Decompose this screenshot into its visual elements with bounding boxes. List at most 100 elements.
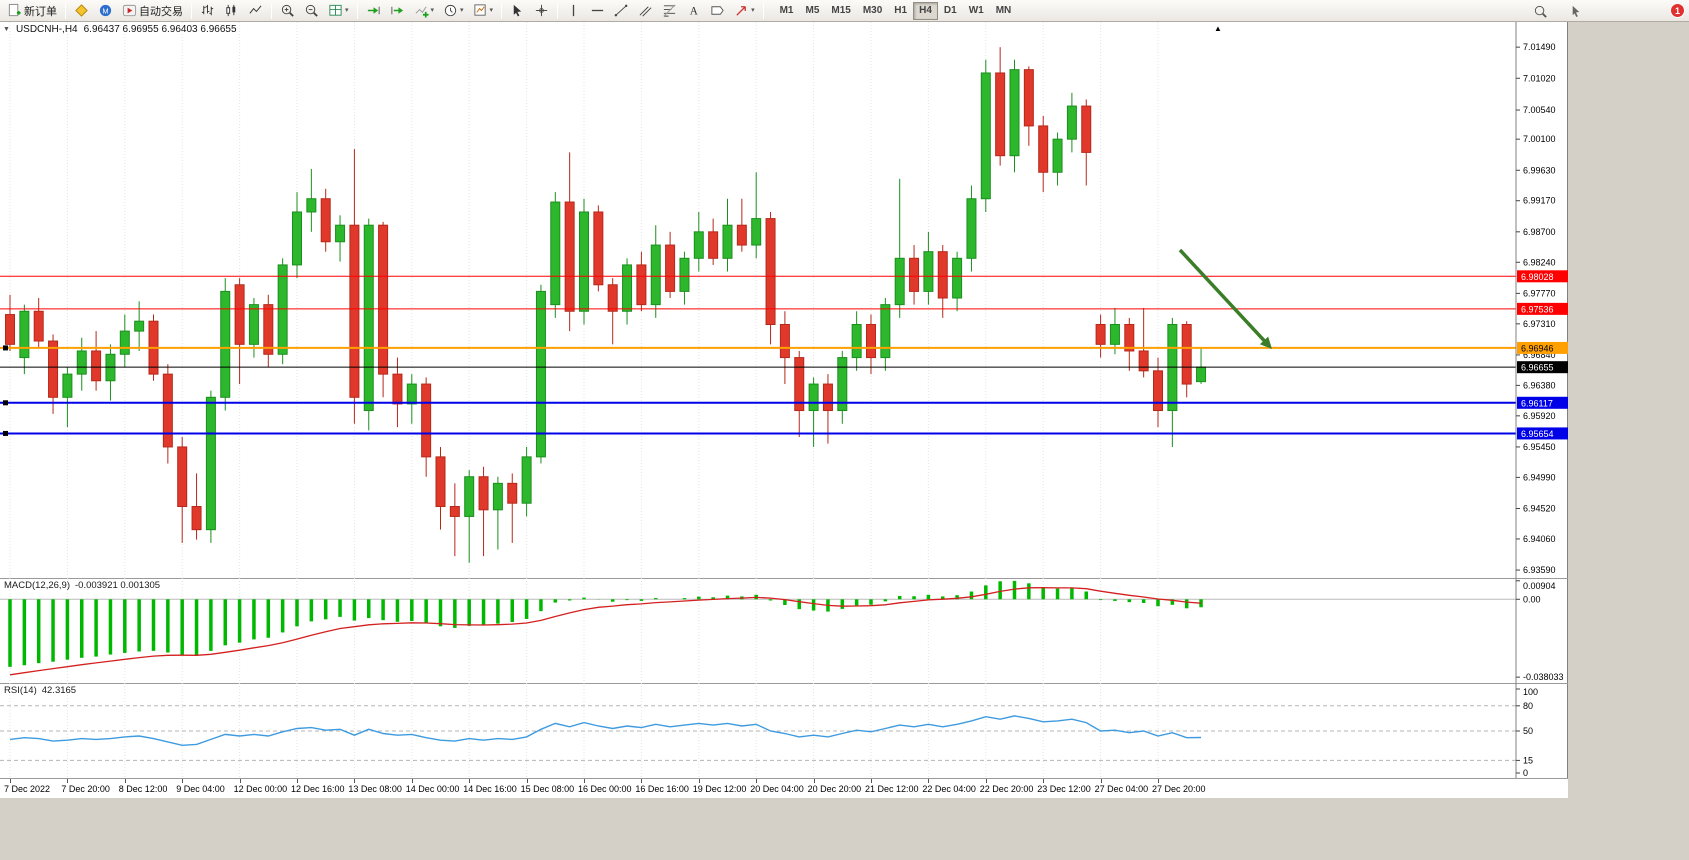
line-chart-button[interactable]	[244, 1, 267, 20]
macd-values: -0.003921 0.001305	[75, 580, 161, 591]
chart-symbol-period: USDCNH-,H4	[15, 24, 78, 35]
periods-button[interactable]: ▾	[439, 1, 468, 20]
arrow-annotation[interactable]	[1178, 248, 1272, 349]
macd-axis[interactable]: 0.00904 0.00 -0.038033	[1515, 578, 1564, 683]
line-chart-icon	[248, 3, 263, 18]
time-tick	[124, 779, 126, 783]
auto-scroll-button[interactable]	[362, 1, 385, 20]
indicators-button[interactable]: ▾	[410, 1, 439, 20]
time-label: 8 Dec 12:00	[118, 784, 168, 794]
zoom-in-button[interactable]	[276, 1, 299, 20]
timeframe-m1-button[interactable]: M1	[779, 5, 794, 16]
clock-icon	[443, 3, 458, 18]
cursor-tool-button[interactable]	[506, 1, 529, 20]
svg-text:6.95920: 6.95920	[1523, 411, 1556, 421]
chart-shift-button[interactable]	[386, 1, 409, 20]
price-axis[interactable]: 7.01490 7.01020 7.00540 7.00100 6.99630 6.991…	[1515, 22, 1568, 578]
timeframe-d1-button[interactable]: D1	[943, 5, 957, 16]
auto-trading-button[interactable]: 自动交易	[118, 1, 187, 20]
fibonacci-tool-button[interactable]	[658, 1, 681, 20]
vertical-line-tool-button[interactable]	[562, 1, 585, 20]
templates-button[interactable]: ▾	[469, 1, 498, 20]
arrows-tool-button[interactable]: ▾	[730, 1, 759, 20]
candlestick-chart-button[interactable]	[220, 1, 243, 20]
macd-histogram	[8, 580, 1203, 667]
timeframe-m5-button[interactable]: M5	[805, 5, 820, 16]
rsi-name: RSI(14)	[4, 685, 37, 696]
svg-text:6.96655: 6.96655	[1521, 363, 1554, 373]
rsi-label: RSI(14) 42.3165	[4, 685, 76, 696]
svg-text:-0.038033: -0.038033	[1523, 672, 1564, 682]
indicators-icon	[414, 3, 429, 18]
candlestick-icon	[224, 3, 239, 18]
price-chart-panel[interactable]: 7.01490 7.01020 7.00540 7.00100 6.99630 6.991…	[0, 22, 1568, 578]
time-label: 27 Dec 20:00	[1152, 784, 1206, 794]
rsi-panel[interactable]: 100 80 50 15 0 RSI(14) 42.3165	[0, 683, 1568, 778]
dropdown-caret-icon: ▾	[345, 7, 349, 14]
zoom-out-icon	[304, 3, 319, 18]
mql5-community-button[interactable]: M	[94, 1, 117, 20]
new-order-button[interactable]: 新订单	[3, 1, 61, 20]
pointer-button[interactable]	[1564, 2, 1587, 21]
auto-scroll-icon	[366, 3, 381, 18]
time-label: 9 Dec 04:00	[176, 784, 225, 794]
timeframe-w1-button[interactable]: W1	[968, 5, 984, 16]
horizontal-line-tool-button[interactable]	[586, 1, 609, 20]
cursor-icon	[510, 3, 525, 18]
horizontal-line-icon	[590, 3, 605, 18]
time-label: 7 Dec 2022	[4, 784, 51, 794]
bar-chart-button[interactable]	[196, 1, 219, 20]
text-tool-button[interactable]: A	[682, 1, 705, 20]
search-button[interactable]	[1529, 2, 1552, 21]
svg-text:7.00100: 7.00100	[1523, 134, 1556, 144]
time-tick	[756, 779, 758, 783]
timeframe-mn-button[interactable]: MN	[995, 5, 1012, 16]
time-tick	[182, 779, 184, 783]
channel-tool-button[interactable]	[634, 1, 657, 20]
zoom-out-button[interactable]	[300, 1, 323, 20]
time-label: 21 Dec 12:00	[865, 784, 919, 794]
chart-shift-marker[interactable]: ▲	[1214, 24, 1222, 33]
macd-panel[interactable]: 0.00904 0.00 -0.038033 MACD(12,26,9) -0.00…	[0, 578, 1568, 683]
timeframe-h4-button[interactable]: H4	[913, 1, 938, 20]
horizontal-line-objects[interactable]	[0, 275, 1516, 436]
time-label: 15 Dec 08:00	[520, 784, 575, 794]
metaeditor-button[interactable]	[70, 1, 93, 20]
time-tick	[469, 779, 471, 783]
price-chart-svg: 7.01490 7.01020 7.00540 7.00100 6.99630 6.991…	[0, 22, 1568, 578]
notification-badge[interactable]: 1	[1670, 3, 1685, 18]
time-tick	[354, 779, 356, 783]
svg-text:6.97310: 6.97310	[1523, 319, 1556, 329]
crosshair-tool-button[interactable]	[530, 1, 553, 20]
trendline-icon	[614, 3, 629, 18]
time-tick	[871, 779, 872, 783]
timeframe-m15-button[interactable]: M15	[831, 5, 851, 16]
time-label: 13 Dec 08:00	[348, 784, 402, 794]
time-label: 20 Dec 20:00	[807, 784, 862, 794]
auto-trading-label: 自动交易	[139, 5, 183, 18]
svg-text:6.97536: 6.97536	[1521, 304, 1554, 314]
trendline-tool-button[interactable]	[610, 1, 633, 20]
dropdown-caret-icon: ▾	[460, 7, 464, 14]
new-chart-button[interactable]: ▾	[324, 1, 353, 20]
arrow-shapes-icon	[734, 3, 749, 18]
main-toolbar: 新订单 M 自动交易 ▾ ▾ ▾ ▾ A ▾ M1	[0, 0, 1689, 22]
macd-signal-line	[9, 587, 1202, 676]
timeframe-h1-button[interactable]: H1	[894, 5, 908, 16]
time-label: 27 Dec 04:00	[1094, 784, 1149, 794]
rsi-axis[interactable]: 100 80 50 15 0	[1515, 683, 1538, 778]
one-click-trading-toggle[interactable]: ▼	[3, 26, 10, 33]
time-tick	[641, 779, 643, 783]
time-label: 20 Dec 04:00	[750, 784, 804, 794]
time-label: 14 Dec 16:00	[463, 784, 517, 794]
time-label: 14 Dec 00:00	[405, 784, 460, 794]
candles-layer	[5, 47, 1207, 563]
timeframe-m30-button[interactable]: M30	[862, 5, 883, 16]
time-tick	[67, 779, 69, 783]
time-axis[interactable]: 7 Dec 2022 7 Dec 20:00 8 Dec 12:00 9 Dec 04…	[0, 778, 1568, 798]
time-tick	[297, 779, 298, 783]
text-label-tool-button[interactable]	[706, 1, 729, 20]
svg-text:0: 0	[1523, 768, 1528, 778]
time-tick	[239, 779, 241, 783]
